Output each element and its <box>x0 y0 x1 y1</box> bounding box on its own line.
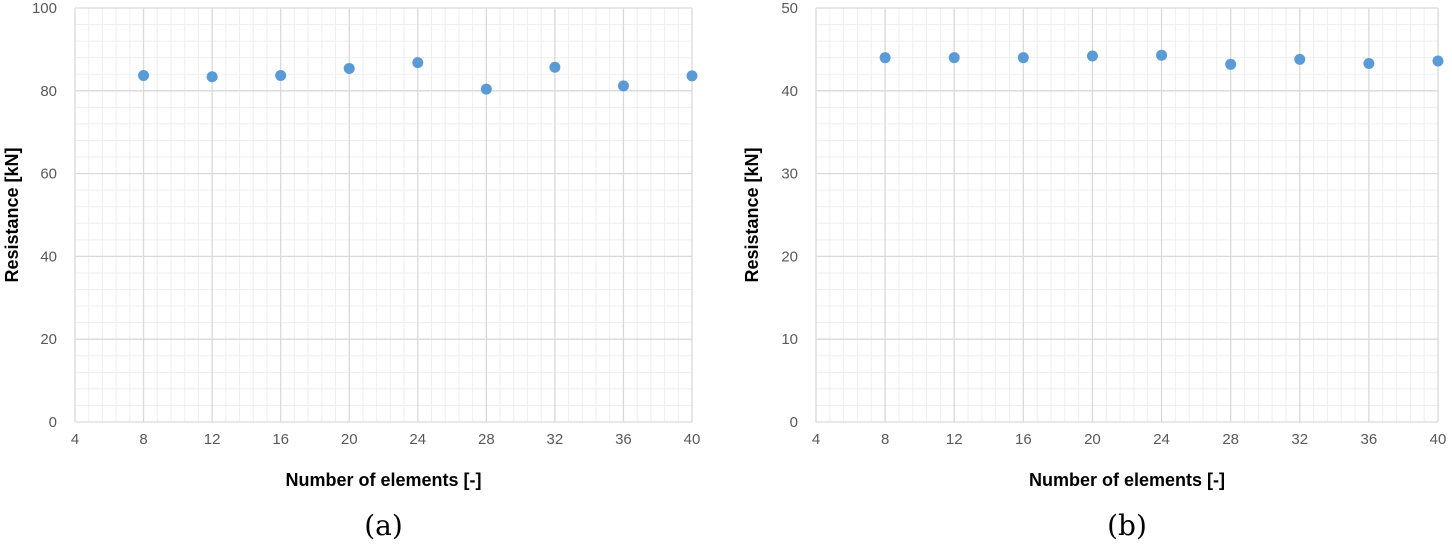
x-tick-label: 32 <box>547 431 564 448</box>
data-point <box>1225 58 1237 70</box>
x-tick-label: 36 <box>1361 431 1378 448</box>
x-tick-label: 16 <box>272 431 289 448</box>
y-tick-label: 20 <box>40 331 57 348</box>
x-tick-label: 20 <box>1084 431 1101 448</box>
x-tick-label: 8 <box>881 431 889 448</box>
y-tick-label: 100 <box>32 0 57 17</box>
y-tick-label: 60 <box>40 166 57 183</box>
y-tick-label: 40 <box>40 248 57 265</box>
y-tick-label: 30 <box>781 166 798 183</box>
y-tick-label: 50 <box>781 0 798 17</box>
data-point <box>412 57 424 69</box>
data-point <box>686 70 698 82</box>
chart-panel-b: 4 8 12 16 20 24 28 32 36 40 0 10 20 30 40 50 Number of e… <box>742 0 1446 542</box>
data-point <box>1086 50 1098 62</box>
x-tick-label: 40 <box>684 431 701 448</box>
data-point <box>1363 57 1375 69</box>
x-tick-label: 24 <box>409 431 426 448</box>
x-tick-label: 24 <box>1153 431 1170 448</box>
y-tick-label: 40 <box>781 83 798 100</box>
panel-caption: (b) <box>1107 509 1147 542</box>
data-point <box>138 69 150 81</box>
chart-panel-a: 4 8 12 16 20 24 28 32 36 40 0 20 40 60 80 100 Number of … <box>2 0 700 542</box>
x-tick-label: 4 <box>71 431 79 448</box>
x-tick-label: 40 <box>1430 431 1447 448</box>
data-point <box>617 80 629 92</box>
data-point <box>343 62 355 74</box>
data-point <box>948 52 960 64</box>
y-axis-title: Resistance [kN] <box>742 147 762 282</box>
x-axis-title: Number of elements [-] <box>285 470 481 490</box>
y-tick-label: 80 <box>40 83 57 100</box>
x-axis-title: Number of elements [-] <box>1029 470 1225 490</box>
data-point <box>879 52 891 64</box>
y-tick-label: 0 <box>790 414 798 431</box>
y-tick-label: 20 <box>781 248 798 265</box>
y-axis-title: Resistance [kN] <box>2 147 22 282</box>
data-point <box>1432 55 1444 67</box>
x-tick-label: 28 <box>478 431 495 448</box>
x-tick-label: 28 <box>1222 431 1239 448</box>
data-point <box>480 83 492 95</box>
x-tick-label: 36 <box>615 431 632 448</box>
x-tick-label: 8 <box>139 431 147 448</box>
x-tick-label: 16 <box>1015 431 1032 448</box>
panel-caption: (a) <box>364 509 403 542</box>
data-point <box>275 69 287 81</box>
x-tick-label: 4 <box>812 431 820 448</box>
y-tick-label: 10 <box>781 331 798 348</box>
x-tick-label: 32 <box>1291 431 1308 448</box>
x-tick-label: 12 <box>204 431 221 448</box>
data-point <box>1156 49 1168 61</box>
data-point <box>549 61 561 73</box>
x-tick-label: 12 <box>946 431 963 448</box>
data-point <box>206 71 218 83</box>
y-tick-label: 0 <box>49 414 57 431</box>
data-point <box>1294 53 1306 65</box>
data-point <box>1017 52 1029 64</box>
x-tick-label: 20 <box>341 431 358 448</box>
